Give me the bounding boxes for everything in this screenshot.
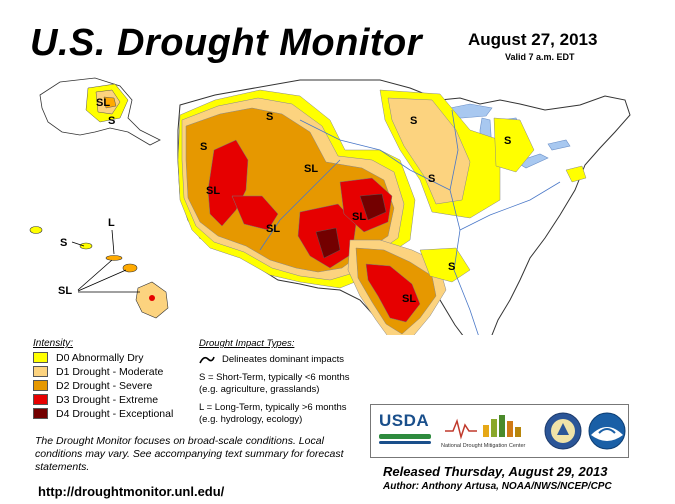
legend-swatch-d0 <box>33 352 48 363</box>
label-sl-california: SL <box>206 185 220 197</box>
legend-label-d4: D4 Drought - Exceptional <box>56 407 174 420</box>
disclaimer-note: The Drought Monitor focuses on broad-sca… <box>35 435 344 473</box>
michigan-d0 <box>493 117 535 173</box>
hawaii-island-molokai <box>105 255 123 261</box>
legend-swatch-d3 <box>33 394 48 405</box>
legend-item-d3: D3 Drought - Extreme <box>33 393 159 406</box>
hawaii-island-maui <box>122 263 138 273</box>
ndmc-logo-icon <box>445 415 521 440</box>
ohio-d0 <box>565 165 587 183</box>
legend-item-d1: D1 Drought - Moderate <box>33 365 164 378</box>
label-sl-hawaii: SL <box>58 285 72 297</box>
usda-logo: USDA <box>379 411 431 451</box>
label-s-alaska: S <box>108 115 115 127</box>
page-title: U.S. Drought Monitor <box>30 22 423 64</box>
legend-swatch-d1 <box>33 366 48 377</box>
lake-ontario <box>547 139 571 151</box>
label-s-dakota: S <box>410 115 417 127</box>
impact-long-term: L = Long-Term, typically >6 months <box>199 402 347 413</box>
legend-swatch-d4 <box>33 408 48 419</box>
impact-delineates: Delineates dominant impacts <box>222 354 344 365</box>
legend-title: Intensity: <box>33 338 74 349</box>
usda-logo-text: USDA <box>379 411 430 430</box>
label-s-iowa: S <box>428 173 435 185</box>
label-s-michigan: S <box>504 135 511 147</box>
legend-item-d0: D0 Abnormally Dry <box>33 351 144 364</box>
legend-item-d4: D4 Drought - Exceptional <box>33 407 174 420</box>
label-l-hawaii: L <box>108 217 115 229</box>
commerce-seal-icon <box>544 412 582 450</box>
nevada-d3 <box>231 195 279 231</box>
hawaii-pointer-4 <box>77 269 127 292</box>
label-sl-utah: SL <box>304 163 318 175</box>
impact-short-term-example: (e.g. agriculture, grasslands) <box>199 384 320 395</box>
legend-label-d0: D0 Abnormally Dry <box>56 351 144 364</box>
midwest-d1 <box>387 97 471 205</box>
delineation-line-icon <box>199 356 215 364</box>
ohio-river <box>459 181 561 231</box>
alaska-d2 <box>103 96 117 109</box>
legend-label-d3: D3 Drought - Extreme <box>56 393 159 406</box>
colorado-river <box>259 159 341 251</box>
valid-time: Valid 7 a.m. EDT <box>505 52 575 62</box>
website-url[interactable]: http://droughtmonitor.unl.edu/ <box>38 484 225 499</box>
missouri-river <box>299 119 451 191</box>
hawaii-d3 <box>149 295 155 301</box>
legend-swatch-d2 <box>33 380 48 391</box>
impact-short-term: S = Short-Term, typically <6 months <box>199 372 350 383</box>
author-credit: Author: Anthony Artusa, NOAA/NWS/NCEP/CP… <box>383 481 612 492</box>
noaa-logo-icon <box>588 412 626 450</box>
texas-d3 <box>365 263 421 323</box>
hawaii-pointer-2 <box>71 241 85 247</box>
ndmc-logo-text: National Drought Mitigation Center <box>441 443 526 449</box>
legend-label-d1: D1 Drought - Moderate <box>56 365 164 378</box>
label-sl-arizona: SL <box>266 223 280 235</box>
label-sl-alaska: SL <box>96 97 110 109</box>
map-date: August 27, 2013 <box>468 30 598 49</box>
legend-item-d2: D2 Drought - Severe <box>33 379 153 392</box>
legend-label-d2: D2 Drought - Severe <box>56 379 153 392</box>
hawaii-island-kauai <box>29 226 43 234</box>
released-date: Released Thursday, August 29, 2013 <box>383 464 608 479</box>
arkansas-d0 <box>419 247 471 283</box>
label-s-pacific-nw: S <box>200 141 207 153</box>
lake-erie <box>515 153 549 169</box>
partner-logos: USDA National Drought Mitigation Center <box>370 404 629 458</box>
label-sl-colorado: SL <box>352 211 366 223</box>
impact-long-term-example: (e.g. hydrology, ecology) <box>199 414 303 425</box>
label-s-arkansas: S <box>448 261 455 273</box>
label-s-montana: S <box>266 111 273 123</box>
hawaii-island-oahu <box>79 242 93 250</box>
drought-map: S SL S SL SL SL SL S S S S SL S L S SL <box>29 77 631 335</box>
hawaii-pointer-1 <box>111 229 115 255</box>
label-sl-texas: SL <box>402 293 416 305</box>
colorado-d4 <box>359 193 387 221</box>
hawaii-pointer-3 <box>77 259 113 291</box>
newmexico-d4 <box>315 227 341 259</box>
label-s-hawaii: S <box>60 237 67 249</box>
impact-types-title: Drought Impact Types: <box>199 338 295 349</box>
